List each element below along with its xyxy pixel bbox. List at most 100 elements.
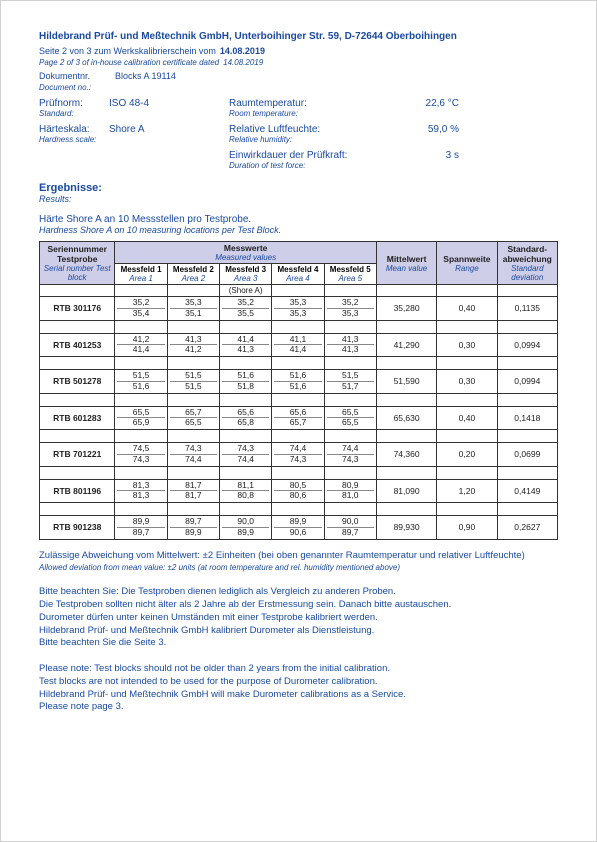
std-cell: 0,1418 bbox=[497, 406, 557, 430]
info-grid: Prüfnorm: ISO 48-4 Raumtemperatur: 22,6 … bbox=[39, 98, 558, 170]
spacer-row bbox=[40, 357, 558, 370]
tolerance-de: Zulässige Abweichung vom Mittelwert: ±2 … bbox=[39, 550, 558, 563]
value-cell: 74,574,3 bbox=[115, 443, 167, 467]
value-cell: 51,551,7 bbox=[324, 370, 376, 394]
value-cell: 65,665,8 bbox=[220, 406, 272, 430]
th-mf4: Messfeld 4Area 4 bbox=[272, 264, 324, 285]
spacer-row bbox=[40, 503, 558, 516]
th-spannweite: Spannweite Range bbox=[437, 242, 497, 285]
value-cell: 81,180,8 bbox=[220, 479, 272, 503]
value-cell: 51,651,8 bbox=[220, 370, 272, 394]
note-en3: Hildebrand Prüf- und Meßtechnik GmbH wil… bbox=[39, 689, 558, 702]
value-cell: 74,374,4 bbox=[167, 443, 219, 467]
scale-label: (Shore A) bbox=[220, 285, 272, 297]
std-cell: 0,2627 bbox=[497, 516, 557, 540]
value-cell: 51,551,5 bbox=[167, 370, 219, 394]
value-cell: 65,565,5 bbox=[324, 406, 376, 430]
note-en4: Please note page 3. bbox=[39, 701, 558, 714]
serial-cell: RTB 601283 bbox=[40, 406, 115, 430]
value-cell: 35,235,5 bbox=[220, 297, 272, 321]
value-cell: 80,580,6 bbox=[272, 479, 324, 503]
serial-cell: RTB 401253 bbox=[40, 333, 115, 357]
th-mf5: Messfeld 5Area 5 bbox=[324, 264, 376, 285]
note-de5: Bitte beachten Sie die Seite 3. bbox=[39, 637, 558, 650]
serial-cell: RTB 701221 bbox=[40, 443, 115, 467]
value-cell: 41,241,4 bbox=[115, 333, 167, 357]
haerte-label: Härteskala: bbox=[39, 124, 109, 135]
value-cell: 51,651,6 bbox=[272, 370, 324, 394]
std-cell: 0,1135 bbox=[497, 297, 557, 321]
range-cell: 0,40 bbox=[437, 297, 497, 321]
pruefnorm-label: Prüfnorm: bbox=[39, 98, 109, 109]
spacer-row bbox=[40, 393, 558, 406]
note-de3: Durometer dürfen unter keinen Umständen … bbox=[39, 612, 558, 625]
value-cell: 74,474,3 bbox=[324, 443, 376, 467]
page-info-en: Page 2 of 3 of in-house calibration cert… bbox=[39, 58, 219, 67]
table-row: RTB 30117635,235,435,335,135,235,535,335… bbox=[40, 297, 558, 321]
value-cell: 41,341,2 bbox=[167, 333, 219, 357]
spacer-row bbox=[40, 430, 558, 443]
th-serial: Seriennummer Testprobe Serial number Tes… bbox=[40, 242, 115, 285]
serial-cell: RTB 801196 bbox=[40, 479, 115, 503]
note-de1: Bitte beachten Sie: Die Testproben diene… bbox=[39, 586, 558, 599]
value-cell: 74,474,3 bbox=[272, 443, 324, 467]
std-cell: 0,0699 bbox=[497, 443, 557, 467]
results-title-en: Results: bbox=[39, 194, 558, 204]
value-cell: 89,789,9 bbox=[167, 516, 219, 540]
table-row: RTB 50127851,551,651,551,551,651,851,651… bbox=[40, 370, 558, 394]
range-cell: 0,30 bbox=[437, 333, 497, 357]
einwirk-en: Duration of test force: bbox=[229, 161, 379, 170]
note-en1: Please note: Test blocks should not be o… bbox=[39, 663, 558, 676]
value-cell: 41,441,3 bbox=[220, 333, 272, 357]
serial-cell: RTB 501278 bbox=[40, 370, 115, 394]
einwirk-label: Einwirkdauer der Prüfkraft: bbox=[229, 150, 379, 161]
note-de4: Hildebrand Prüf- und Meßtechnik GmbH kal… bbox=[39, 625, 558, 638]
table-row: RTB 40125341,241,441,341,241,441,341,141… bbox=[40, 333, 558, 357]
luft-en: Relative humidity: bbox=[229, 135, 379, 144]
value-cell: 51,551,6 bbox=[115, 370, 167, 394]
measurements-table: Seriennummer Testprobe Serial number Tes… bbox=[39, 241, 558, 540]
raumtemp-value: 22,6 °C bbox=[379, 98, 459, 109]
notes-block: Zulässige Abweichung vom Mittelwert: ±2 … bbox=[39, 550, 558, 715]
value-cell: 81,381,3 bbox=[115, 479, 167, 503]
th-mf1: Messfeld 1Area 1 bbox=[115, 264, 167, 285]
table-row: RTB 80119681,381,381,781,781,180,880,580… bbox=[40, 479, 558, 503]
serial-cell: RTB 301176 bbox=[40, 297, 115, 321]
value-cell: 65,565,9 bbox=[115, 406, 167, 430]
mean-cell: 89,930 bbox=[376, 516, 436, 540]
value-cell: 89,989,7 bbox=[115, 516, 167, 540]
document-no-value: Blocks A 19114 bbox=[115, 71, 176, 81]
mean-cell: 51,590 bbox=[376, 370, 436, 394]
value-cell: 89,990,6 bbox=[272, 516, 324, 540]
table-row: RTB 60128365,565,965,765,565,665,865,665… bbox=[40, 406, 558, 430]
document-no-en: Document no.: bbox=[39, 83, 558, 92]
standard-en: Standard: bbox=[39, 109, 109, 118]
company-header: Hildebrand Prüf- und Meßtechnik GmbH, Un… bbox=[39, 31, 558, 42]
document-no-label: Dokumentnr. bbox=[39, 71, 111, 81]
value-cell: 41,341,3 bbox=[324, 333, 376, 357]
haerte-value: Shore A bbox=[109, 124, 229, 135]
luft-value: 59,0 % bbox=[379, 124, 459, 135]
std-cell: 0,4149 bbox=[497, 479, 557, 503]
einwirk-value: 3 s bbox=[379, 150, 459, 161]
page-info-de: Seite 2 von 3 zum Werkskalibrierschein v… bbox=[39, 46, 216, 56]
value-cell: 41,141,4 bbox=[272, 333, 324, 357]
page-date: 14.08.2019 bbox=[220, 46, 265, 56]
th-messwerte: Messwerte Measured values bbox=[115, 242, 376, 264]
page-date-en: 14.08.2019 bbox=[223, 58, 263, 67]
mean-cell: 65,630 bbox=[376, 406, 436, 430]
range-cell: 0,30 bbox=[437, 370, 497, 394]
th-mf3: Messfeld 3Area 3 bbox=[220, 264, 272, 285]
luft-label: Relative Luftfeuchte: bbox=[229, 124, 379, 135]
results-title: Ergebnisse: bbox=[39, 182, 558, 194]
range-cell: 0,20 bbox=[437, 443, 497, 467]
results-desc: Härte Shore A an 10 Messstellen pro Test… bbox=[39, 214, 558, 225]
range-cell: 0,40 bbox=[437, 406, 497, 430]
value-cell: 90,089,7 bbox=[324, 516, 376, 540]
th-mf2: Messfeld 2Area 2 bbox=[167, 264, 219, 285]
tolerance-en: Allowed deviation from mean value: ±2 un… bbox=[39, 563, 558, 574]
pruefnorm-value: ISO 48-4 bbox=[109, 98, 229, 109]
range-cell: 0,90 bbox=[437, 516, 497, 540]
value-cell: 90,089,9 bbox=[220, 516, 272, 540]
table-row: RTB 70122174,574,374,374,474,374,474,474… bbox=[40, 443, 558, 467]
